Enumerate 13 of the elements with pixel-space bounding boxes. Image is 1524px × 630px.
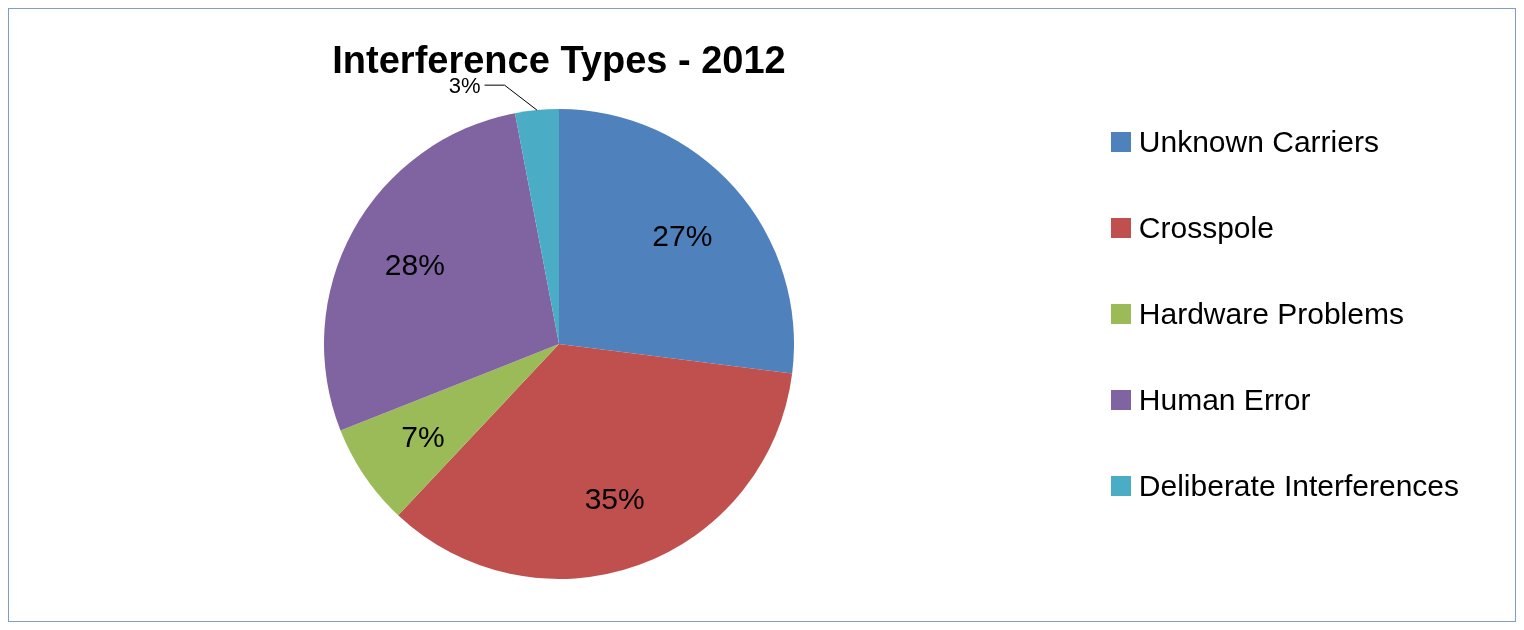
legend-label: Deliberate Interferences bbox=[1138, 468, 1459, 504]
legend-label: Unknown Carriers bbox=[1138, 124, 1379, 160]
data-label: 27% bbox=[652, 218, 713, 252]
data-label: 35% bbox=[584, 482, 645, 516]
pie-slice bbox=[514, 109, 559, 344]
pie-slice bbox=[559, 109, 794, 374]
legend-label: Crosspole bbox=[1138, 210, 1274, 246]
pie-slice bbox=[398, 344, 793, 579]
legend-label: Human Error bbox=[1138, 382, 1311, 418]
data-label: 28% bbox=[384, 248, 445, 282]
legend-label: Hardware Problems bbox=[1138, 296, 1404, 332]
data-label: 7% bbox=[401, 419, 445, 453]
pie-slice bbox=[340, 344, 559, 516]
